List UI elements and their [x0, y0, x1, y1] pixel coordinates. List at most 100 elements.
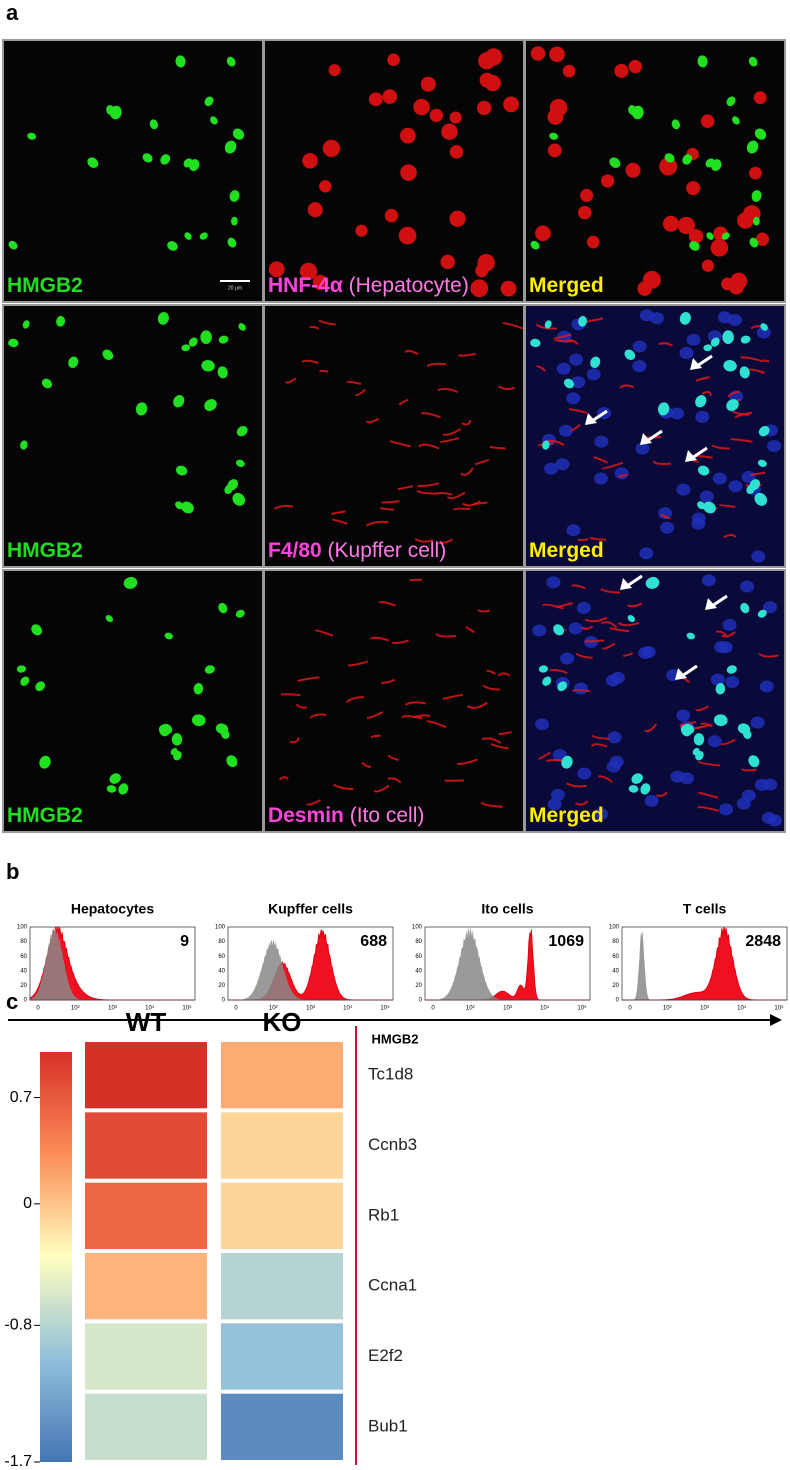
nucleus — [566, 524, 581, 537]
arrow-head — [585, 413, 597, 425]
red-streak — [584, 616, 608, 623]
red-streak — [416, 489, 439, 495]
red-streak — [417, 482, 440, 487]
nucleus — [573, 682, 588, 695]
red-streak — [711, 444, 730, 450]
green-nucleus — [41, 378, 53, 389]
red-streak — [552, 333, 572, 340]
red-streak — [345, 696, 364, 703]
red-streak — [440, 437, 460, 443]
green-nucleus — [109, 773, 121, 784]
red-streak — [577, 538, 589, 541]
green-nucleus — [748, 755, 760, 768]
green-nucleus — [645, 576, 660, 589]
green-nucleus — [680, 724, 692, 737]
red-streak — [461, 419, 472, 426]
nucleus — [695, 410, 710, 423]
panel-label: a — [6, 0, 19, 25]
green-nucleus — [745, 730, 752, 739]
red-streak — [695, 705, 709, 712]
red-streak — [575, 800, 589, 806]
red-streak — [348, 660, 368, 667]
red-streak — [536, 365, 546, 372]
red-nucleus — [643, 270, 661, 289]
red-nucleus — [429, 108, 444, 123]
stain-label: HMGB2 — [7, 804, 83, 827]
nucleus — [594, 435, 609, 448]
histogram-value: 9 — [180, 933, 189, 950]
green-nucleus — [749, 237, 759, 248]
green-nucleus — [204, 399, 217, 412]
red-streak — [426, 720, 447, 729]
green-nucleus — [167, 241, 178, 251]
red-streak — [591, 734, 610, 740]
red-nucleus — [477, 100, 492, 116]
colorbar-tick-label: -0.8 — [4, 1317, 32, 1334]
red-streak — [401, 715, 423, 720]
green-nucleus — [542, 440, 550, 450]
red-streak — [734, 411, 753, 419]
histogram-gray — [622, 930, 787, 1000]
nucleus — [736, 797, 751, 810]
red-streak — [601, 461, 624, 470]
red-streak — [366, 520, 389, 527]
green-nucleus — [740, 602, 750, 614]
x-tick-label: 10² — [71, 1006, 80, 1012]
red-streak — [319, 369, 329, 373]
red-streak — [442, 693, 464, 700]
red-streak — [602, 642, 616, 650]
red-streak — [301, 359, 319, 364]
green-nucleus — [27, 132, 37, 140]
nucleus — [532, 624, 547, 637]
red-streak — [695, 376, 710, 382]
stain-label: HMGB2 — [7, 539, 83, 562]
green-nucleus — [710, 159, 722, 171]
x-tick-label: 10⁵ — [577, 1005, 587, 1012]
red-streak — [460, 467, 474, 476]
axis-arrow-head — [770, 1014, 782, 1026]
nucleus — [632, 340, 647, 353]
red-streak — [426, 362, 446, 368]
nucleus — [761, 811, 776, 824]
green-nucleus — [693, 733, 705, 746]
histogram-title: Hepatocytes — [71, 901, 154, 917]
histogram-gray — [228, 939, 393, 1000]
micrograph-background — [524, 39, 786, 303]
nucleus — [751, 550, 766, 563]
green-nucleus — [640, 783, 651, 795]
red-nucleus — [400, 164, 417, 181]
micrograph-background — [2, 39, 264, 303]
marker-name: Merged — [529, 274, 604, 297]
red-streak — [404, 701, 427, 706]
green-nucleus — [710, 337, 720, 347]
red-streak — [452, 507, 471, 511]
nucleus — [763, 778, 778, 791]
red-streak — [462, 500, 481, 507]
y-tick-label: 100 — [17, 925, 28, 931]
green-nucleus — [232, 492, 246, 506]
red-nucleus — [753, 91, 767, 105]
arrow-head — [690, 358, 702, 370]
y-tick-label: 100 — [412, 925, 423, 931]
green-nucleus — [624, 349, 636, 360]
marker-name: HMGB2 — [7, 539, 83, 562]
heatmap-cell — [221, 1112, 343, 1179]
green-nucleus — [142, 153, 153, 163]
red-streak — [697, 760, 721, 767]
red-nucleus — [302, 153, 318, 169]
y-tick-label: 40 — [218, 968, 225, 974]
green-nucleus — [181, 501, 194, 514]
heatmap-cell — [221, 1323, 343, 1390]
green-nucleus — [553, 624, 564, 636]
green-nucleus — [8, 338, 19, 348]
x-tick-label: 10⁵ — [380, 1005, 390, 1012]
red-streak — [273, 504, 294, 510]
histogram-frame — [227, 926, 394, 1001]
arrow-head — [675, 668, 687, 680]
red-nucleus — [547, 143, 562, 158]
row-label: Ccna1 — [368, 1276, 417, 1295]
red-streak — [537, 442, 554, 446]
red-streak — [289, 737, 300, 744]
nucleus — [679, 346, 694, 359]
